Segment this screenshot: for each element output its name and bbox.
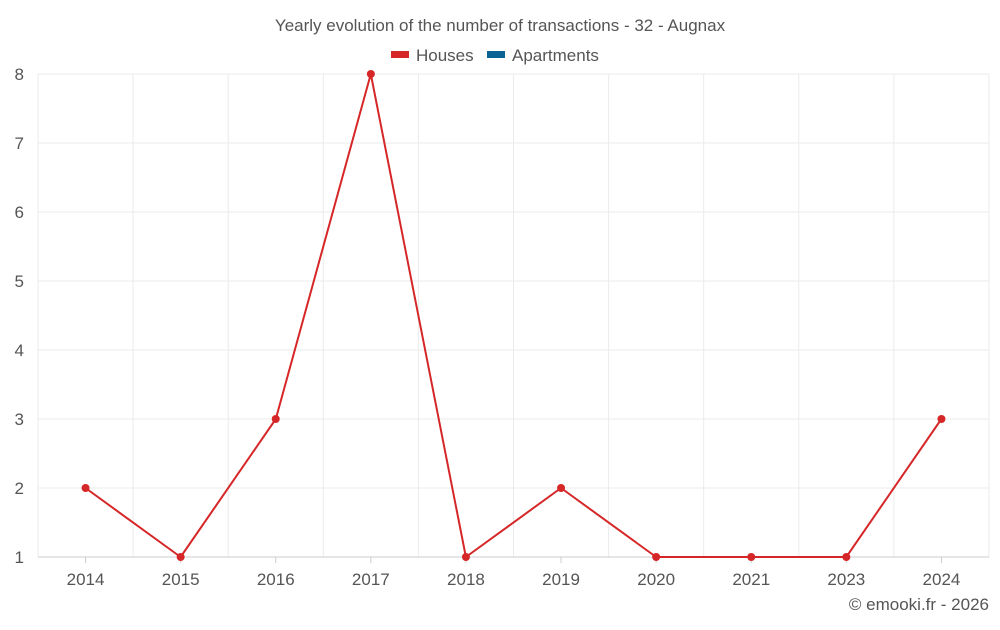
y-tick-label: 3 xyxy=(15,410,24,429)
x-tick-label: 2017 xyxy=(352,570,390,589)
data-point-houses-2023[interactable] xyxy=(842,553,851,561)
series-line-houses xyxy=(84,73,943,558)
legend: Houses Apartments xyxy=(391,46,599,65)
x-tick-label: 2021 xyxy=(732,570,770,589)
legend-item-houses[interactable]: Houses xyxy=(391,46,474,65)
data-point-houses-2024[interactable] xyxy=(937,415,946,423)
data-point-houses-2017[interactable] xyxy=(366,70,375,78)
legend-swatch-apartments xyxy=(487,51,505,58)
data-point-houses-2020[interactable] xyxy=(652,553,661,561)
x-tick-label: 2024 xyxy=(923,570,961,589)
chart-title: Yearly evolution of the number of transa… xyxy=(275,16,726,35)
y-tick-label: 1 xyxy=(15,548,24,567)
data-point-houses-2019[interactable] xyxy=(557,484,566,492)
x-tick-label: 2016 xyxy=(257,570,295,589)
series-houses xyxy=(81,70,946,561)
data-point-houses-2015[interactable] xyxy=(176,553,185,561)
x-tick-label: 2014 xyxy=(67,570,105,589)
x-tick-label: 2020 xyxy=(637,570,675,589)
data-point-houses-2018[interactable] xyxy=(461,553,470,561)
data-point-houses-2021[interactable] xyxy=(747,553,756,561)
legend-swatch-houses xyxy=(391,51,409,58)
y-tick-label: 2 xyxy=(15,479,24,498)
grid xyxy=(37,73,990,557)
legend-label-apartments: Apartments xyxy=(512,46,599,65)
y-tick-label: 6 xyxy=(15,203,24,222)
legend-label-houses: Houses xyxy=(416,46,474,65)
y-tick-label: 7 xyxy=(15,134,24,153)
x-tick-label: 2023 xyxy=(827,570,865,589)
y-tick-label: 4 xyxy=(15,341,24,360)
legend-item-apartments[interactable]: Apartments xyxy=(487,46,599,65)
data-point-houses-2016[interactable] xyxy=(271,415,280,423)
x-tick-label: 2018 xyxy=(447,570,485,589)
x-tick-label: 2015 xyxy=(162,570,200,589)
y-tick-label: 8 xyxy=(15,65,24,84)
footer-credit: © emooki.fr - 2026 xyxy=(849,595,989,614)
y-tick-label: 5 xyxy=(15,272,24,291)
x-tick-label: 2019 xyxy=(542,570,580,589)
data-point-houses-2014[interactable] xyxy=(81,484,90,492)
axes: 1 2 3 4 5 6 7 8 2014 2015 2016 2017 2018 2019 2020 2021… xyxy=(15,65,989,589)
